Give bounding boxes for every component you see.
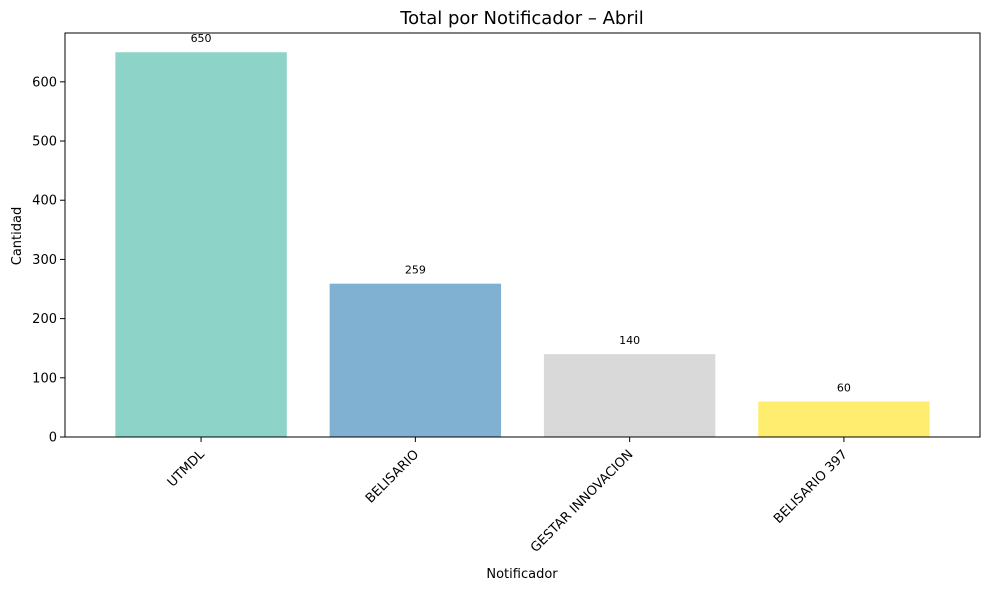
y-tick-label: 100 <box>32 371 57 386</box>
y-tick-label: 200 <box>32 312 57 327</box>
plot-area-frame <box>64 32 981 438</box>
x-axis-ticks: UTMDL BELISARIO GESTAR INNOVACION BELISARIO… <box>165 437 851 556</box>
bar-gestar-innovacion <box>543 354 716 437</box>
data-label: 140 <box>619 334 640 347</box>
x-tick-label: GESTAR INNOVACION <box>528 447 636 555</box>
x-tick-label: BELISARIO 397 <box>771 447 851 527</box>
y-tick-label: 500 <box>32 135 57 150</box>
bar-belisario-397 <box>758 401 930 437</box>
x-tick-label: UTMDL <box>165 447 209 491</box>
data-labels: 650 259 140 60 <box>191 32 851 394</box>
data-label: 60 <box>837 381 851 394</box>
chart-title: Total por Notificador – Abril <box>399 8 644 29</box>
y-tick-label: 600 <box>32 75 57 90</box>
bar-belisario <box>329 283 502 437</box>
x-tick-label: BELISARIO <box>363 447 422 506</box>
data-label: 650 <box>191 32 212 45</box>
y-axis-ticks: 0 100 200 300 400 500 600 <box>32 75 65 446</box>
y-tick-label: 0 <box>49 431 57 446</box>
x-axis-label: Notificador <box>486 567 558 582</box>
y-axis-label: Cantidad <box>10 207 25 265</box>
bars-layer <box>115 52 930 437</box>
bar-utmdl <box>115 52 287 437</box>
y-tick-label: 300 <box>32 253 57 268</box>
y-tick-label: 400 <box>32 194 57 209</box>
data-label: 259 <box>405 264 426 277</box>
